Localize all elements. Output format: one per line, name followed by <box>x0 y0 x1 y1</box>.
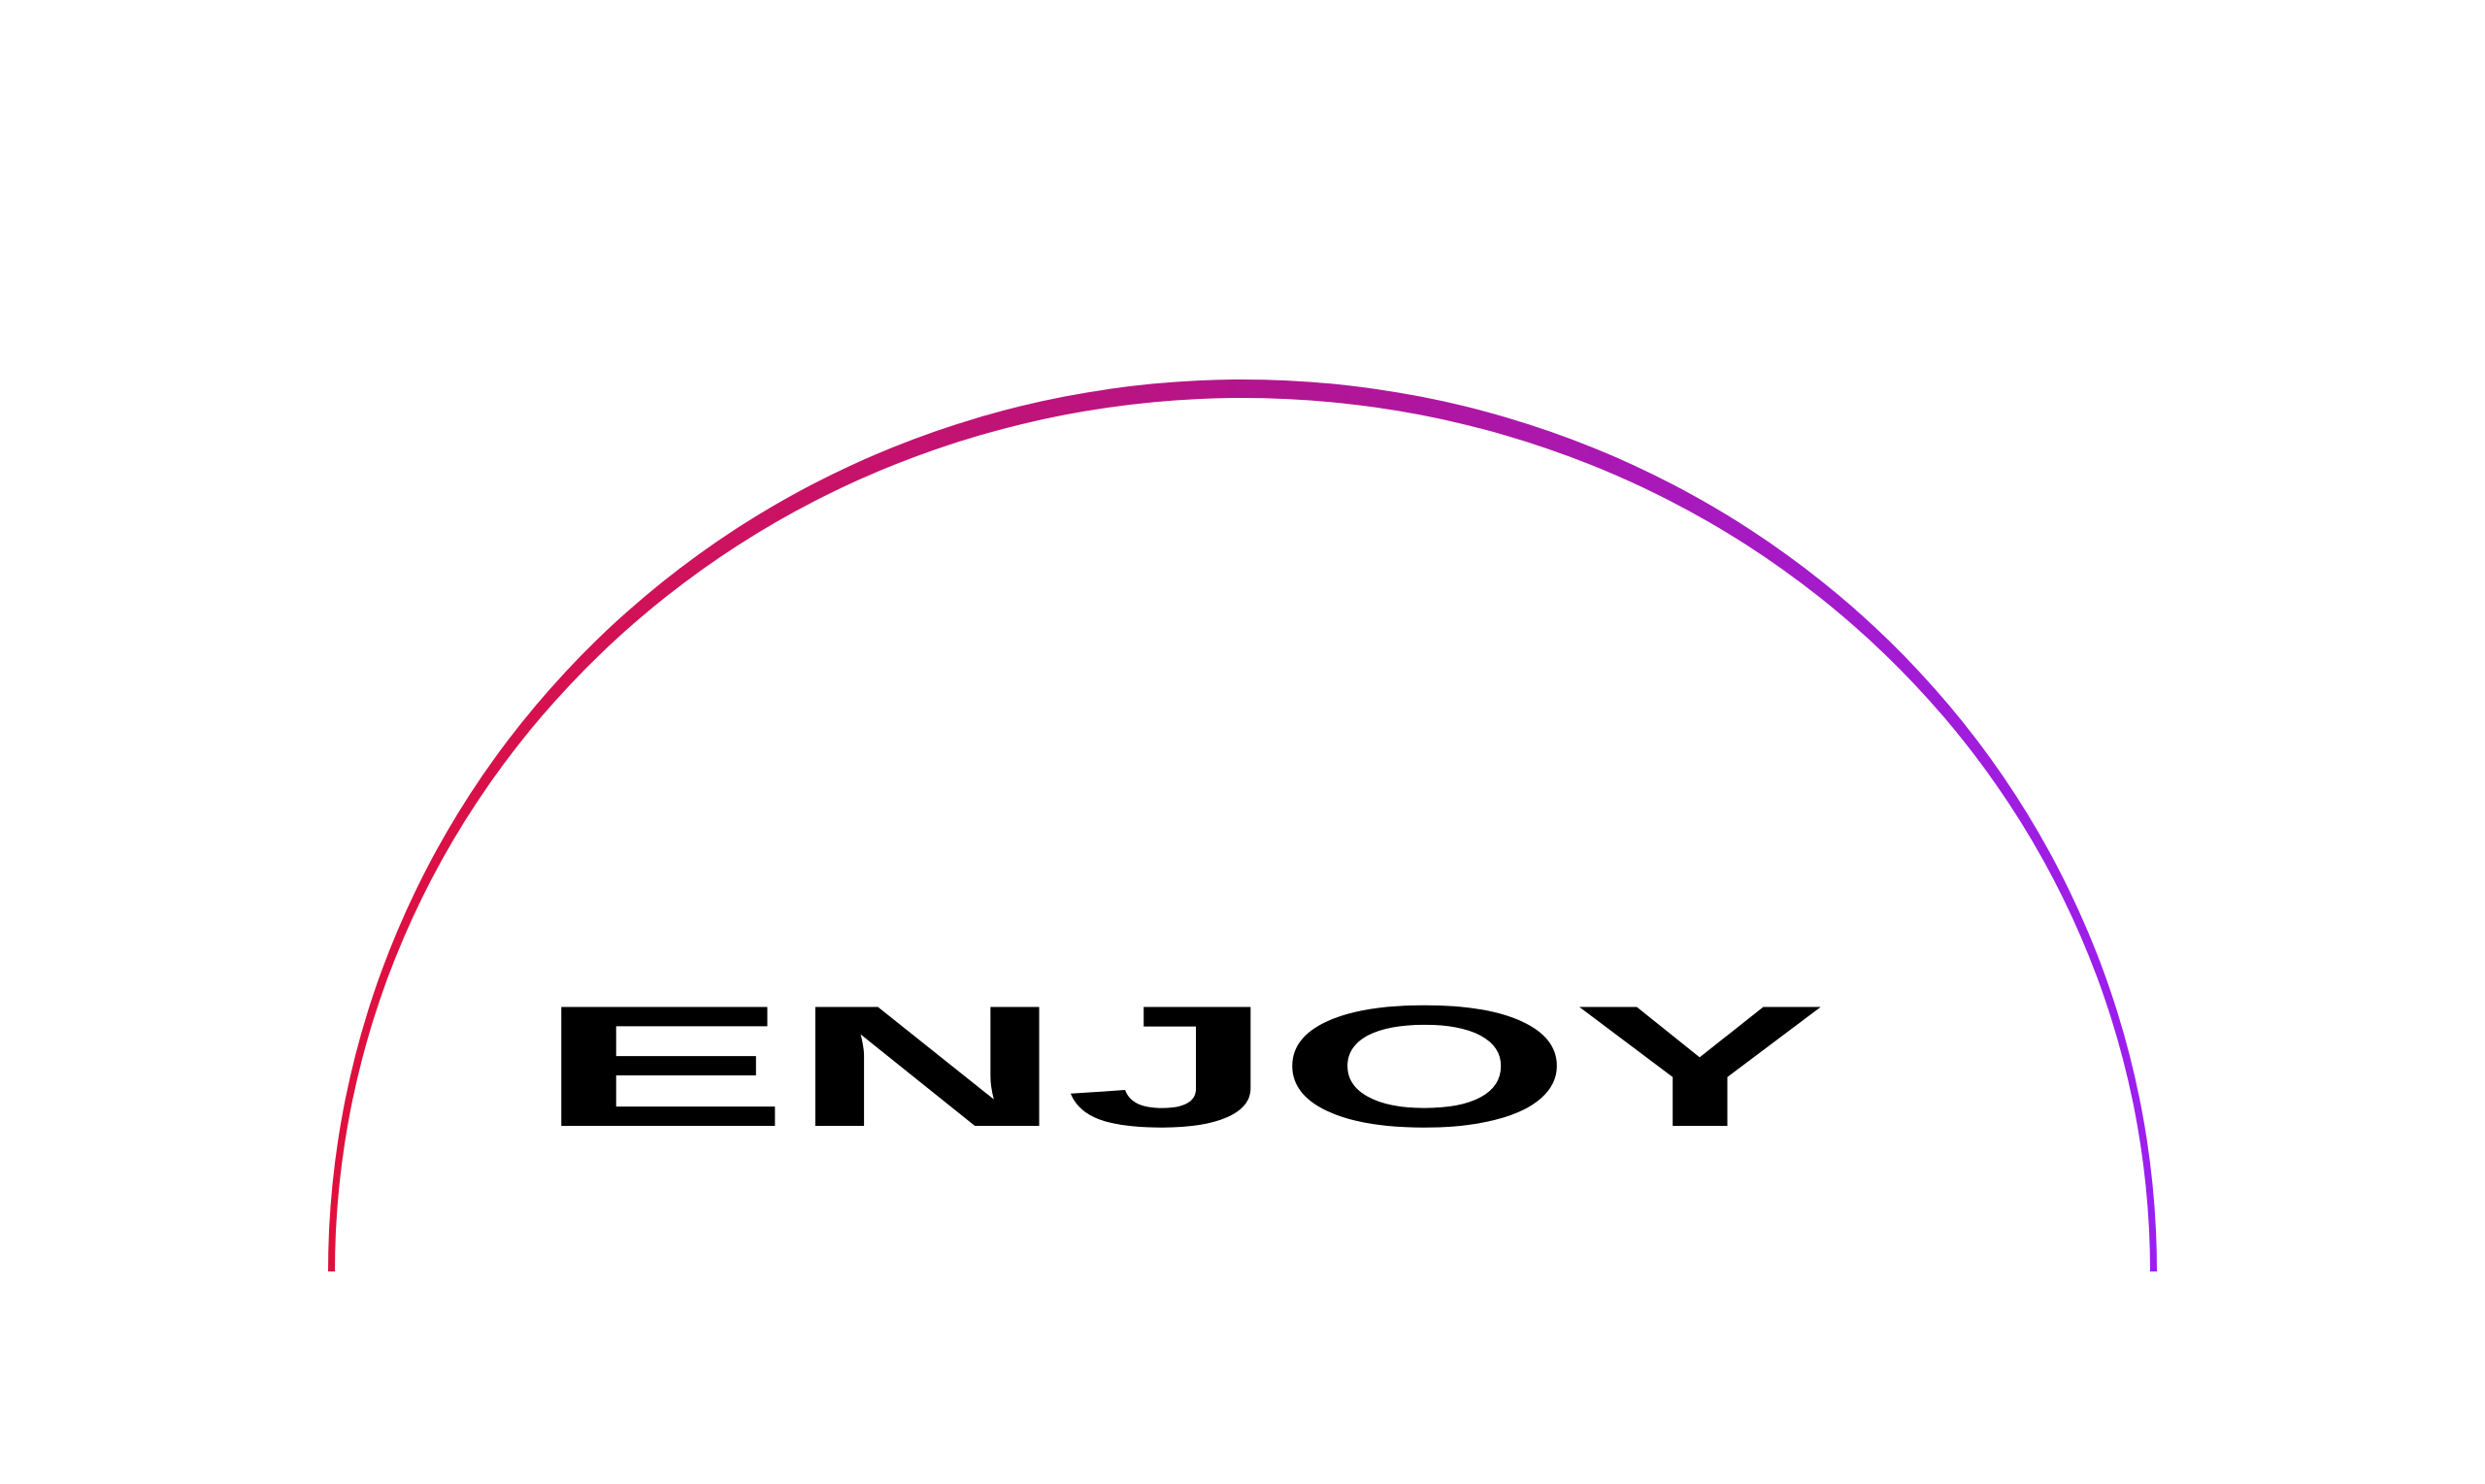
logo-wordmark: ENJOY <box>536 970 1827 1163</box>
